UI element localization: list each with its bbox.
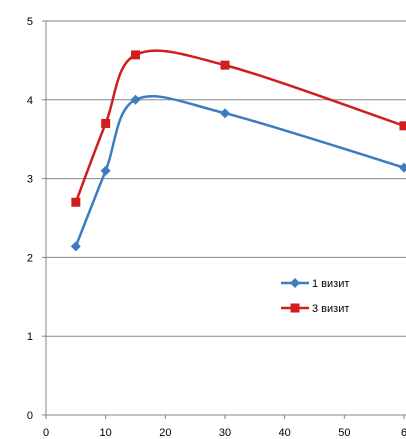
legend: 1 визит 3 визит xyxy=(281,278,349,315)
y-tick-label-0: 0 xyxy=(27,410,33,422)
series-1-point-2 xyxy=(130,94,141,105)
x-tick-label-2: 20 xyxy=(159,427,171,439)
legend-marker-1 xyxy=(290,278,300,288)
x-tick-label-5: 50 xyxy=(338,427,350,439)
x-tick-label-3: 30 xyxy=(219,427,231,439)
series-2 xyxy=(71,49,406,207)
legend-label-1: 1 визит xyxy=(312,278,349,290)
series-1-point-4 xyxy=(399,162,406,173)
series-2-point-4 xyxy=(399,121,406,131)
y-tick-label-3: 3 xyxy=(27,174,33,186)
series-1 xyxy=(70,94,406,252)
series-1-point-1 xyxy=(100,165,111,176)
grid-lines xyxy=(46,20,406,337)
series-1-point-0 xyxy=(70,241,81,252)
x-tick-label-6: 6 xyxy=(401,427,406,439)
y-tick-label-2: 2 xyxy=(27,252,33,264)
y-tick-label-1: 1 xyxy=(27,331,33,343)
series-layer xyxy=(70,49,406,252)
legend-label-2: 3 визит xyxy=(312,303,349,315)
series-1-point-3 xyxy=(220,108,230,119)
series-2-point-2 xyxy=(131,50,140,60)
series-2-line xyxy=(74,49,405,203)
series-2-point-1 xyxy=(101,118,111,128)
x-tick-label-0: 0 xyxy=(43,427,49,439)
x-tick-label-4: 40 xyxy=(279,427,291,439)
y-tick-label-5: 5 xyxy=(27,16,33,28)
x-tick-label-1: 10 xyxy=(100,427,112,439)
legend-marker-2 xyxy=(290,303,300,313)
series-2-point-0 xyxy=(71,197,81,207)
y-tick-label-4: 4 xyxy=(27,95,33,107)
series-1-line xyxy=(74,95,405,247)
series-2-point-3 xyxy=(220,60,230,70)
